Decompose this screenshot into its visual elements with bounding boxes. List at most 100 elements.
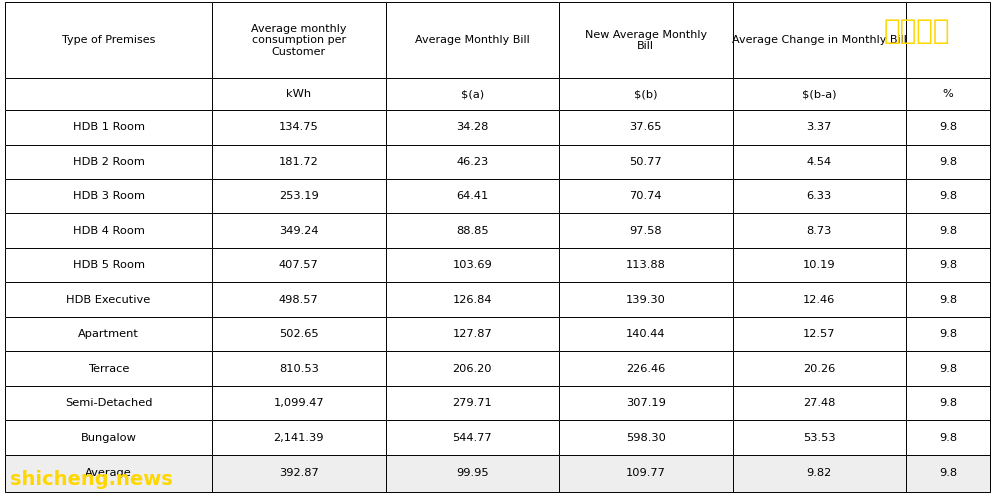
Text: Apartment: Apartment — [78, 329, 139, 339]
Text: 99.95: 99.95 — [455, 468, 488, 478]
Bar — [212, 386, 385, 420]
Text: HDB 3 Room: HDB 3 Room — [73, 191, 144, 201]
Text: 307.19: 307.19 — [625, 398, 665, 408]
Text: 27.48: 27.48 — [802, 398, 835, 408]
Bar — [906, 455, 989, 492]
Bar — [212, 248, 385, 283]
Text: 46.23: 46.23 — [455, 157, 488, 167]
Bar — [906, 110, 989, 145]
Bar — [906, 455, 989, 492]
Bar — [906, 420, 989, 455]
Bar — [5, 351, 212, 386]
Bar — [559, 317, 732, 351]
Bar — [5, 179, 212, 213]
Text: 2,141.39: 2,141.39 — [273, 433, 324, 443]
Bar — [5, 248, 212, 283]
Text: 8.73: 8.73 — [806, 226, 831, 236]
Text: 12.46: 12.46 — [802, 295, 835, 305]
Bar — [559, 110, 732, 145]
Text: 349.24: 349.24 — [278, 226, 318, 236]
Text: 9.8: 9.8 — [938, 295, 956, 305]
Bar — [732, 386, 906, 420]
Bar — [559, 248, 732, 283]
Text: 34.28: 34.28 — [455, 123, 488, 132]
Bar — [385, 283, 559, 317]
Bar — [906, 317, 989, 351]
Bar — [385, 420, 559, 455]
Text: 598.30: 598.30 — [625, 433, 665, 443]
Bar — [385, 110, 559, 145]
Bar — [385, 179, 559, 213]
Bar — [385, 386, 559, 420]
Bar — [559, 420, 732, 455]
Bar — [559, 248, 732, 283]
Bar — [385, 386, 559, 420]
Bar — [212, 248, 385, 283]
Text: 70.74: 70.74 — [629, 191, 661, 201]
Text: 3.37: 3.37 — [806, 123, 831, 132]
Bar — [732, 351, 906, 386]
Bar — [559, 179, 732, 213]
Text: 544.77: 544.77 — [452, 433, 492, 443]
Text: 9.8: 9.8 — [938, 191, 956, 201]
Bar — [212, 2, 385, 78]
Bar — [385, 179, 559, 213]
Text: 12.57: 12.57 — [802, 329, 835, 339]
Text: Type of Premises: Type of Premises — [62, 36, 155, 45]
Bar — [212, 78, 385, 110]
Text: 126.84: 126.84 — [452, 295, 492, 305]
Text: 810.53: 810.53 — [278, 364, 318, 373]
Bar — [385, 145, 559, 179]
Text: 9.8: 9.8 — [938, 364, 956, 373]
Bar — [212, 283, 385, 317]
Bar — [906, 78, 989, 110]
Text: HDB 5 Room: HDB 5 Room — [73, 260, 144, 270]
Bar — [732, 317, 906, 351]
Text: 9.82: 9.82 — [806, 468, 831, 478]
Bar — [732, 455, 906, 492]
Bar — [732, 283, 906, 317]
Bar — [5, 213, 212, 248]
Bar — [5, 2, 212, 78]
Bar — [906, 351, 989, 386]
Bar — [212, 179, 385, 213]
Bar — [559, 455, 732, 492]
Bar — [5, 78, 212, 110]
Bar — [385, 213, 559, 248]
Bar — [212, 2, 385, 78]
Bar — [732, 78, 906, 110]
Text: Average monthly
consumption per
Customer: Average monthly consumption per Customer — [250, 24, 346, 57]
Bar — [385, 317, 559, 351]
Bar — [385, 78, 559, 110]
Text: shicheng.news: shicheng.news — [10, 470, 173, 489]
Bar — [385, 2, 559, 78]
Bar — [212, 213, 385, 248]
Bar — [385, 455, 559, 492]
Bar — [212, 455, 385, 492]
Bar — [732, 110, 906, 145]
Bar — [906, 386, 989, 420]
Bar — [906, 420, 989, 455]
Bar — [732, 420, 906, 455]
Bar — [5, 351, 212, 386]
Text: 127.87: 127.87 — [452, 329, 492, 339]
Bar — [385, 420, 559, 455]
Bar — [212, 78, 385, 110]
Bar — [385, 317, 559, 351]
Text: kWh: kWh — [286, 89, 311, 99]
Bar — [5, 145, 212, 179]
Bar — [385, 248, 559, 283]
Text: HDB 4 Room: HDB 4 Room — [73, 226, 144, 236]
Bar — [5, 386, 212, 420]
Bar — [906, 213, 989, 248]
Bar — [385, 351, 559, 386]
Bar — [212, 317, 385, 351]
Bar — [906, 248, 989, 283]
Bar — [385, 351, 559, 386]
Bar — [732, 317, 906, 351]
Text: 109.77: 109.77 — [625, 468, 665, 478]
Text: 253.19: 253.19 — [278, 191, 318, 201]
Bar — [385, 455, 559, 492]
Bar — [5, 420, 212, 455]
Bar — [559, 386, 732, 420]
